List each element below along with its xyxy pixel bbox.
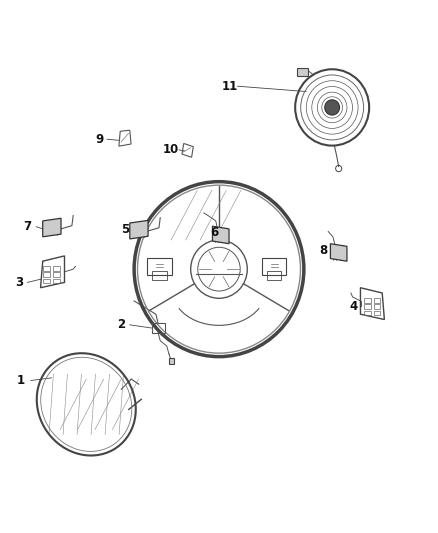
Text: 9: 9 <box>95 133 103 146</box>
Bar <box>152 271 167 280</box>
Polygon shape <box>130 220 148 239</box>
Polygon shape <box>43 218 61 237</box>
Bar <box>53 279 60 284</box>
Bar <box>53 272 60 277</box>
Bar <box>374 298 381 303</box>
Bar <box>148 257 172 276</box>
Bar <box>364 304 371 309</box>
Ellipse shape <box>325 100 339 115</box>
Text: 11: 11 <box>222 80 238 93</box>
Bar <box>43 279 50 284</box>
Text: 3: 3 <box>15 276 23 289</box>
Bar <box>152 323 165 333</box>
Bar <box>297 68 308 76</box>
Bar <box>364 311 371 316</box>
Text: 4: 4 <box>350 300 358 313</box>
Bar <box>374 304 381 309</box>
Bar <box>267 271 282 280</box>
Bar <box>53 266 60 271</box>
Text: 8: 8 <box>319 244 328 257</box>
Text: 1: 1 <box>17 374 25 387</box>
Polygon shape <box>212 226 229 244</box>
Polygon shape <box>330 244 347 261</box>
Bar <box>364 298 371 303</box>
Text: 7: 7 <box>24 220 32 233</box>
Text: 6: 6 <box>211 225 219 239</box>
Text: 5: 5 <box>121 223 130 236</box>
Bar <box>43 266 50 271</box>
Bar <box>262 257 286 276</box>
Text: 2: 2 <box>117 318 125 332</box>
Text: 10: 10 <box>163 143 179 156</box>
Bar <box>43 272 50 277</box>
Bar <box>169 358 174 364</box>
Bar <box>374 311 381 316</box>
